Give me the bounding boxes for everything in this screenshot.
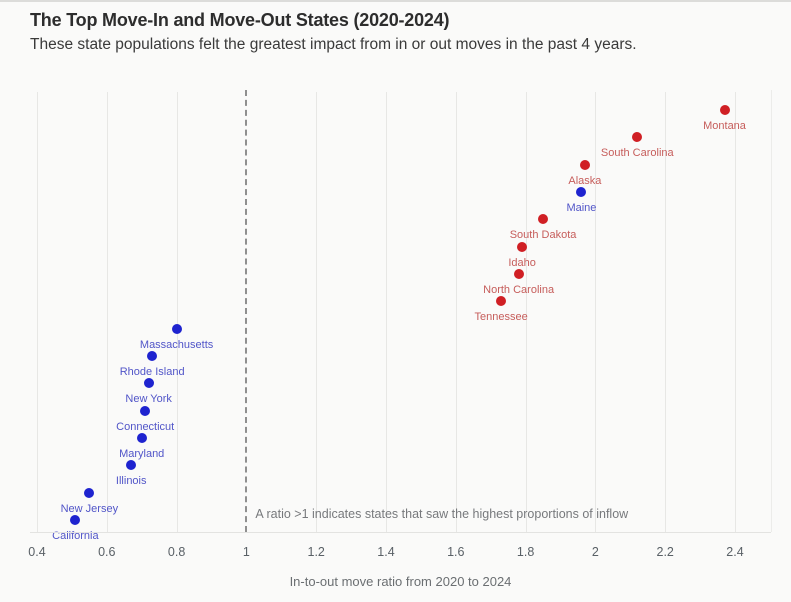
data-point-label-north-carolina: North Carolina (483, 283, 555, 296)
gridline-2.2 (665, 92, 667, 532)
scatter-plot-area: Montana South Carolina Alaska Maine South Da… (30, 90, 772, 541)
x-tick-1.2: 1.2 (307, 545, 325, 559)
gridline-1.8 (525, 92, 527, 532)
data-point-south-dakota (538, 214, 549, 225)
data-point-alaska (579, 159, 590, 170)
chart-title: The Top Move-In and Move-Out States (202… (30, 10, 450, 30)
gridline-1.2 (316, 92, 318, 532)
data-point-label-massachusetts: Massachusetts (139, 338, 214, 351)
data-point-label-south-dakota: South Dakota (509, 229, 577, 242)
data-point-label-new-york: New York (125, 393, 172, 406)
data-point-california (70, 514, 81, 525)
gridline-0.4 (37, 92, 38, 532)
gridline-0.8 (176, 92, 178, 532)
data-point-connecticut (140, 405, 151, 416)
x-tick-0.6: 0.6 (98, 545, 116, 559)
x-tick-2: 2 (591, 545, 599, 559)
data-point-label-new-jersey: New Jersey (60, 502, 119, 515)
chart-subtitle: These state populations felt the greates… (30, 36, 637, 53)
x-tick-1.8: 1.8 (516, 545, 535, 559)
data-point-illinois (126, 460, 137, 471)
data-point-label-tennessee: Tennessee (474, 311, 528, 324)
data-point-new-jersey (84, 487, 95, 498)
x-tick-2.4: 2.4 (726, 545, 744, 559)
reference-line-ratio-1 (245, 90, 248, 532)
gridline-2.4 (735, 92, 736, 532)
data-point-label-rhode-island: Rhode Island (119, 365, 185, 378)
data-point-massachusetts (171, 323, 182, 334)
data-point-maine (576, 186, 587, 197)
x-axis-title: In-to-out move ratio from 2020 to 2024 (289, 574, 512, 589)
x-tick-2.2: 2.2 (656, 545, 674, 559)
x-tick-1: 1 (242, 545, 250, 559)
data-point-label-south-carolina: South Carolina (600, 147, 674, 160)
data-point-maryland (136, 432, 147, 443)
data-point-label-california: California (52, 529, 99, 542)
data-point-tennessee (496, 296, 507, 307)
data-point-label-maine: Maine (566, 201, 597, 214)
data-point-north-carolina (513, 268, 524, 279)
data-point-label-connecticut: Connecticut (116, 420, 175, 433)
x-axis-line (30, 532, 771, 533)
data-point-montana (719, 105, 730, 115)
reference-annotation: A ratio >1 indicates states that saw the… (255, 507, 629, 521)
data-point-label-maryland: Maryland (119, 447, 165, 460)
gridline-0.6 (106, 92, 108, 532)
data-point-label-alaska: Alaska (568, 174, 602, 187)
x-tick-1.4: 1.4 (377, 545, 395, 559)
x-tick-0.8: 0.8 (167, 545, 186, 559)
data-point-south-carolina (632, 132, 643, 143)
data-point-label-montana: Montana (703, 120, 746, 132)
x-tick-1.6: 1.6 (447, 545, 465, 559)
x-tick-0.4: 0.4 (28, 545, 46, 559)
data-point-idaho (517, 241, 528, 252)
gridline-1.4 (386, 92, 387, 532)
data-point-label-illinois: Illinois (115, 475, 147, 488)
gridline-2 (595, 92, 597, 532)
data-point-rhode-island (147, 350, 158, 361)
data-point-label-idaho: Idaho (508, 256, 536, 269)
gridline-1.6 (455, 92, 457, 532)
data-point-new-york (143, 378, 154, 389)
